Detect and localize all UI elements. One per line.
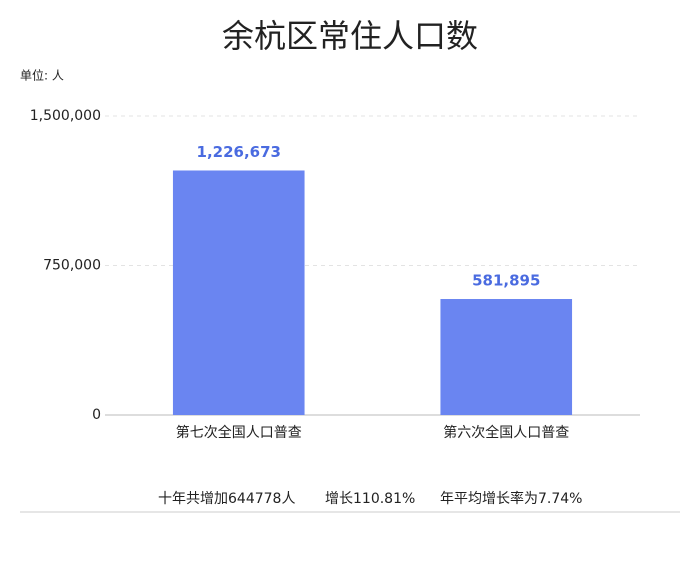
y-tick-label: 0 (92, 407, 101, 423)
y-tick-label: 750,000 (43, 258, 101, 274)
footer-note: 年平均增长率为7.74% (440, 490, 582, 507)
chart-title: 余杭区常住人口数 (222, 17, 478, 55)
value-label: 1,226,673 (197, 143, 281, 161)
unit-label: 单位: 人 (20, 68, 64, 83)
bar (172, 170, 305, 415)
y-tick-label: 1,500,000 (30, 108, 101, 124)
footer-note: 十年共增加644778人 (158, 491, 295, 507)
x-tick-label: 第七次全国人口普查 (176, 424, 302, 441)
value-label: 581,895 (472, 272, 540, 290)
footer-note: 增长110.81% (325, 491, 415, 507)
x-tick-label: 第六次全国人口普查 (443, 424, 569, 441)
bar (440, 299, 573, 415)
